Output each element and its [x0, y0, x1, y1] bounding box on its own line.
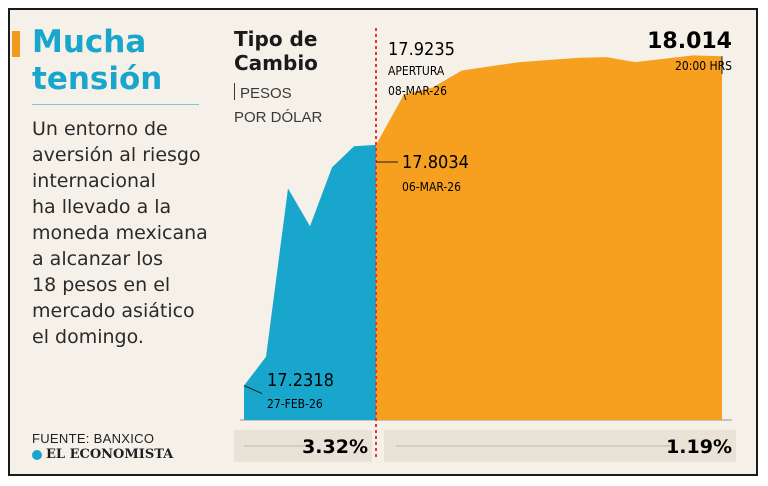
chart-title: Tipo de Cambio: [234, 27, 318, 75]
brand-logo-icon: [32, 449, 42, 460]
last-marker-group: 18.014 20:00 HRS: [647, 29, 732, 74]
chart-units: PESOS POR DÓLAR: [234, 83, 323, 126]
intro-text: Un entorno de aversión al riesgo interna…: [32, 118, 208, 348]
close-value-label: 17.8034: [402, 152, 469, 173]
change-strip-post: 1.19%: [384, 430, 736, 462]
infographic-frame: Mucha tensión Un entorno de aversión al r…: [8, 8, 758, 476]
open-caption-label: APERTURA: [388, 64, 445, 78]
accent-bar: [12, 31, 20, 57]
area-pre-weekend: [244, 144, 376, 420]
exchange-rate-chart: 17.2318 27-FEB-26 17.8034 06-MAR-26 17.9…: [234, 28, 736, 462]
units-divider: [234, 83, 235, 100]
headline-rule: [32, 104, 199, 105]
open-date-label: 08-MAR-26: [388, 84, 447, 98]
close-marker-group: 17.8034 06-MAR-26: [376, 152, 469, 194]
close-date-label: 06-MAR-26: [402, 180, 461, 194]
change-pre-label: 3.32%: [302, 436, 368, 458]
source-label: FUENTE: BANXICO: [32, 431, 155, 446]
brand-name: EL ECONOMISTA: [46, 447, 174, 462]
area-post-weekend: [376, 55, 722, 421]
brand-logo: EL ECONOMISTA: [32, 447, 173, 462]
open-value-label: 17.9235: [388, 39, 455, 60]
last-time-label: 20:00 HRS: [675, 59, 732, 73]
start-marker-group: 17.2318 27-FEB-26: [243, 370, 334, 411]
open-leader: [403, 94, 407, 101]
open-marker-group: 17.9235 APERTURA 08-MAR-26: [388, 39, 455, 101]
change-post-label: 1.19%: [666, 436, 732, 458]
headline: Mucha tensión: [32, 24, 163, 97]
start-date-label: 27-FEB-26: [267, 397, 323, 411]
last-value-label: 18.014: [647, 29, 732, 54]
change-strip-pre: 3.32%: [234, 430, 372, 462]
start-leader: [243, 385, 263, 395]
start-value-label: 17.2318: [267, 370, 334, 391]
